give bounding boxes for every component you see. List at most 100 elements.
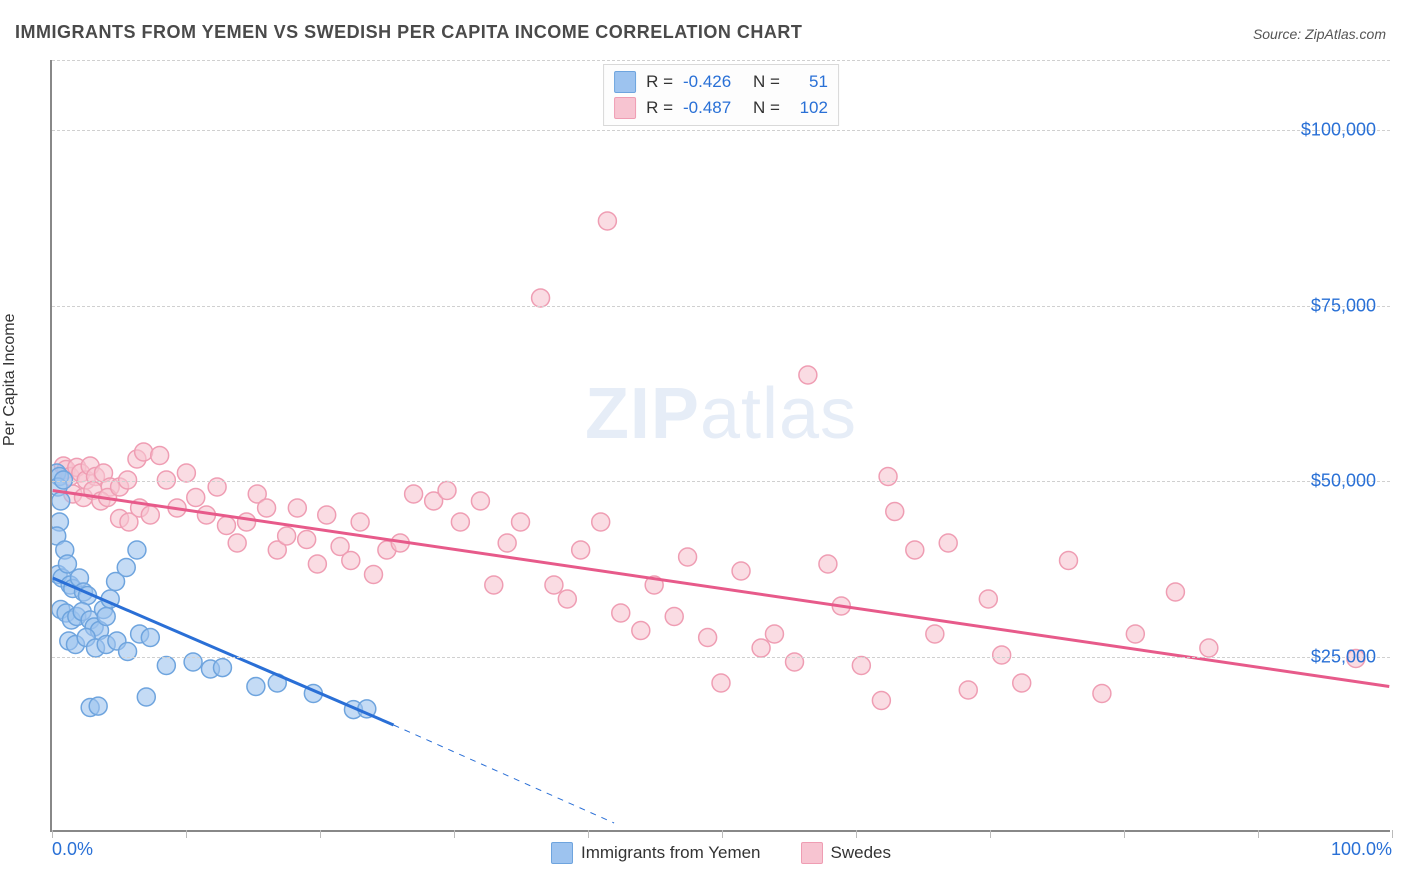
data-point [228, 534, 246, 552]
y-tick-label: $75,000 [1311, 295, 1376, 316]
data-point [218, 517, 236, 535]
data-point [101, 590, 119, 608]
data-point [70, 569, 88, 587]
data-point [72, 464, 90, 482]
swatch-series-a [614, 71, 636, 93]
legend-item-series-b: Swedes [801, 842, 891, 864]
data-point [451, 513, 469, 531]
data-point [732, 562, 750, 580]
data-point [68, 608, 86, 626]
y-tick-label: $50,000 [1311, 471, 1376, 492]
data-point [819, 555, 837, 573]
data-point [1093, 685, 1111, 703]
data-point [1126, 625, 1144, 643]
data-point [168, 499, 186, 517]
data-point [318, 506, 336, 524]
data-point [119, 643, 137, 661]
swatch-series-b [614, 97, 636, 119]
legend-item-series-a: Immigrants from Yemen [551, 842, 761, 864]
data-point [438, 482, 456, 500]
data-point [117, 559, 135, 577]
data-point [85, 618, 103, 636]
plot-svg [52, 60, 1390, 830]
data-point [304, 685, 322, 703]
data-point [52, 464, 66, 482]
data-point [87, 468, 105, 486]
source-attribution: Source: ZipAtlas.com [1253, 26, 1386, 42]
data-point [485, 576, 503, 594]
data-point [128, 450, 146, 468]
data-point [248, 485, 266, 503]
data-point [993, 646, 1011, 664]
data-point [66, 636, 84, 654]
x-tick [1124, 830, 1125, 838]
gridline-h [52, 60, 1390, 61]
y-axis-label: Per Capita Income [1, 313, 19, 446]
data-point [52, 468, 68, 486]
x-tick [588, 830, 589, 838]
data-point [64, 580, 82, 598]
gridline-h [52, 657, 1390, 658]
data-point [58, 555, 76, 573]
data-point [157, 657, 175, 675]
data-point [62, 611, 80, 629]
data-point [247, 678, 265, 696]
data-point [268, 674, 286, 692]
x-tick [186, 830, 187, 838]
x-tick-label: 100.0% [1331, 839, 1392, 860]
data-point [119, 471, 137, 489]
data-point [60, 632, 78, 650]
data-point [298, 531, 316, 549]
data-point [77, 471, 95, 489]
data-point [111, 510, 129, 528]
data-point [558, 590, 576, 608]
data-point [92, 492, 110, 510]
data-point [57, 461, 75, 479]
data-point [832, 597, 850, 615]
data-point [81, 611, 99, 629]
data-point [128, 541, 146, 559]
data-point [157, 471, 175, 489]
watermark-logo: ZIPatlas [585, 373, 857, 455]
data-point [57, 604, 75, 622]
data-point [81, 457, 99, 475]
data-point [95, 601, 113, 619]
data-point [131, 499, 149, 517]
data-point [258, 499, 276, 517]
x-tick [1258, 830, 1259, 838]
data-point [81, 699, 99, 717]
x-tick-label: 0.0% [52, 839, 93, 860]
data-point [108, 632, 126, 650]
data-point [54, 457, 72, 475]
data-point [131, 625, 149, 643]
data-point [97, 608, 115, 626]
data-point [344, 701, 362, 719]
swatch-series-b [801, 842, 823, 864]
swatch-series-a [551, 842, 573, 864]
series-legend: Immigrants from Yemen Swedes [551, 842, 891, 864]
trend-line-series-a [53, 578, 394, 725]
data-point [378, 541, 396, 559]
y-tick-label: $25,000 [1311, 646, 1376, 667]
gridline-h [52, 306, 1390, 307]
data-point [56, 541, 74, 559]
data-point [1166, 583, 1184, 601]
data-point [120, 513, 138, 531]
data-point [73, 603, 91, 621]
data-point [268, 541, 286, 559]
data-point [99, 489, 117, 507]
data-point [213, 659, 231, 677]
data-point [151, 447, 169, 465]
data-point [532, 289, 550, 307]
data-point [61, 468, 79, 486]
data-point [926, 625, 944, 643]
data-point [879, 468, 897, 486]
data-point [592, 513, 610, 531]
data-point [77, 629, 95, 647]
correlation-stats-legend: R = -0.426 N = 51 R = -0.487 N = 102 [603, 64, 839, 126]
data-point [64, 485, 82, 503]
data-point [197, 506, 215, 524]
data-point [351, 513, 369, 531]
data-point [886, 503, 904, 521]
data-point [54, 471, 72, 489]
